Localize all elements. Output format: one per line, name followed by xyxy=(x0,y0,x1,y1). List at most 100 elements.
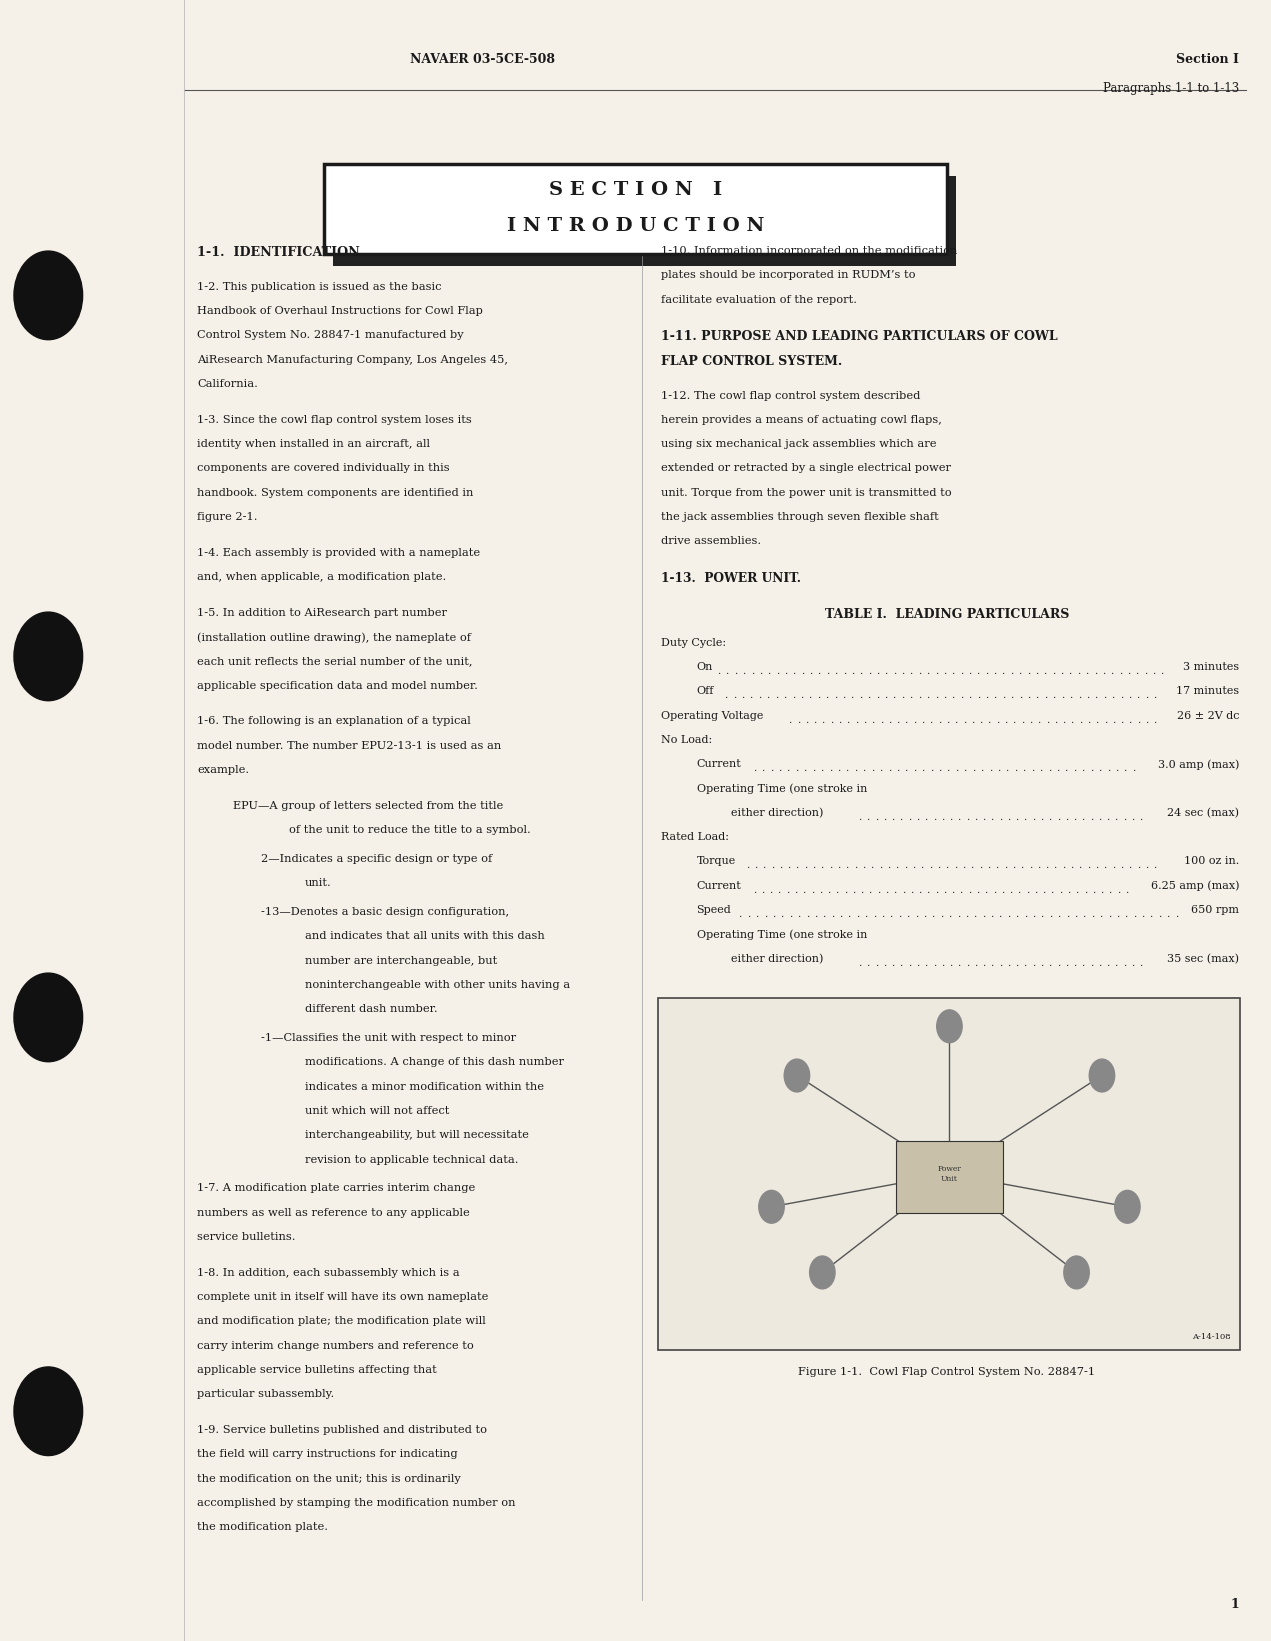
Text: .: . xyxy=(967,886,971,894)
Text: .: . xyxy=(1152,668,1155,676)
Text: .: . xyxy=(1096,715,1098,725)
Text: .: . xyxy=(933,812,935,822)
Text: .: . xyxy=(1031,765,1035,773)
Text: .: . xyxy=(913,765,916,773)
Text: FLAP CONTROL SYSTEM.: FLAP CONTROL SYSTEM. xyxy=(661,354,843,368)
Text: .: . xyxy=(1075,886,1079,894)
Text: .: . xyxy=(1022,765,1026,773)
Text: .: . xyxy=(932,911,934,919)
Text: Rated Load:: Rated Load: xyxy=(661,832,730,842)
Text: .: . xyxy=(1120,715,1124,725)
Text: .: . xyxy=(1136,862,1140,870)
Text: Current: Current xyxy=(697,881,741,891)
Text: 2—Indicates a specific design or type of: 2—Indicates a specific design or type of xyxy=(261,853,492,863)
Text: .: . xyxy=(888,715,891,725)
Text: .: . xyxy=(929,862,932,870)
Text: either direction): either direction) xyxy=(731,953,824,963)
Text: .: . xyxy=(960,691,963,701)
Text: .: . xyxy=(1129,691,1131,701)
Circle shape xyxy=(14,251,83,340)
Text: .: . xyxy=(990,958,994,968)
Text: .: . xyxy=(1099,911,1102,919)
Text: and modification plate; the modification plate will: and modification plate; the modification… xyxy=(197,1316,486,1326)
FancyBboxPatch shape xyxy=(333,176,956,266)
Text: .: . xyxy=(803,765,807,773)
Text: .: . xyxy=(1010,668,1013,676)
Text: .: . xyxy=(960,886,962,894)
Text: .: . xyxy=(792,691,794,701)
Text: .: . xyxy=(871,715,874,725)
Text: .: . xyxy=(1135,668,1139,676)
Text: .: . xyxy=(726,668,728,676)
Text: .: . xyxy=(1012,862,1016,870)
Text: .: . xyxy=(1079,715,1082,725)
Text: the jack assemblies through seven flexible shaft: the jack assemblies through seven flexib… xyxy=(661,512,939,522)
Text: .: . xyxy=(1102,668,1106,676)
Text: .: . xyxy=(988,715,990,725)
Text: .: . xyxy=(1065,911,1069,919)
Circle shape xyxy=(1064,1255,1089,1288)
Text: .: . xyxy=(1069,691,1073,701)
Text: .: . xyxy=(1120,862,1124,870)
Text: .: . xyxy=(803,862,807,870)
Text: .: . xyxy=(957,958,961,968)
Text: .: . xyxy=(1153,862,1157,870)
Text: .: . xyxy=(817,691,820,701)
Text: .: . xyxy=(1068,886,1070,894)
Text: .: . xyxy=(848,911,850,919)
Circle shape xyxy=(1115,1190,1140,1223)
Text: .: . xyxy=(801,668,805,676)
Text: .: . xyxy=(999,911,1002,919)
Text: identity when installed in an aircraft, all: identity when installed in an aircraft, … xyxy=(197,440,430,450)
Text: .: . xyxy=(929,715,933,725)
Text: .: . xyxy=(1004,862,1007,870)
Text: .: . xyxy=(1042,886,1046,894)
Text: .: . xyxy=(1129,715,1131,725)
Text: .: . xyxy=(981,911,985,919)
Text: .: . xyxy=(1007,911,1010,919)
Text: .: . xyxy=(796,862,798,870)
Text: 3.0 amp (max): 3.0 amp (max) xyxy=(1158,760,1239,770)
Text: .: . xyxy=(1144,668,1146,676)
Text: figure 2-1.: figure 2-1. xyxy=(197,512,258,522)
Text: .: . xyxy=(862,765,866,773)
Text: .: . xyxy=(1167,911,1169,919)
FancyBboxPatch shape xyxy=(658,998,1240,1351)
Text: .: . xyxy=(1106,958,1110,968)
Text: Figure 1-1.  Cowl Flap Control System No. 28847-1: Figure 1-1. Cowl Flap Control System No.… xyxy=(798,1367,1096,1377)
Text: A-14-108: A-14-108 xyxy=(1192,1332,1230,1341)
Text: 3 minutes: 3 minutes xyxy=(1183,663,1239,673)
Text: particular subassembly.: particular subassembly. xyxy=(197,1390,334,1400)
Text: .: . xyxy=(990,911,994,919)
Text: 1-3. Since the cowl flap control system loses its: 1-3. Since the cowl flap control system … xyxy=(197,415,472,425)
Text: .: . xyxy=(783,691,787,701)
Text: .: . xyxy=(1077,668,1080,676)
Text: .: . xyxy=(924,958,928,968)
Text: .: . xyxy=(834,668,838,676)
Text: .: . xyxy=(1091,911,1094,919)
Text: .: . xyxy=(1069,668,1071,676)
Text: .: . xyxy=(839,911,843,919)
Text: .: . xyxy=(1092,886,1096,894)
Text: .: . xyxy=(763,862,765,870)
Text: .: . xyxy=(1018,668,1022,676)
Text: .: . xyxy=(1125,886,1129,894)
Text: .: . xyxy=(1124,765,1126,773)
Text: unit which will not affect: unit which will not affect xyxy=(305,1106,450,1116)
Text: .: . xyxy=(1103,862,1107,870)
Text: .: . xyxy=(939,911,943,919)
Text: .: . xyxy=(1098,958,1101,968)
Text: .: . xyxy=(1107,765,1110,773)
Text: .: . xyxy=(802,886,806,894)
Text: .: . xyxy=(1118,668,1122,676)
Text: .: . xyxy=(1041,911,1043,919)
Text: .: . xyxy=(846,715,849,725)
Text: .: . xyxy=(1098,812,1101,822)
Text: .: . xyxy=(859,691,862,701)
Text: .: . xyxy=(1087,715,1091,725)
Text: (installation outline drawing), the nameplate of: (installation outline drawing), the name… xyxy=(197,632,472,643)
Text: .: . xyxy=(834,691,836,701)
Text: .: . xyxy=(946,715,949,725)
Text: .: . xyxy=(1056,958,1060,968)
Text: .: . xyxy=(910,668,913,676)
